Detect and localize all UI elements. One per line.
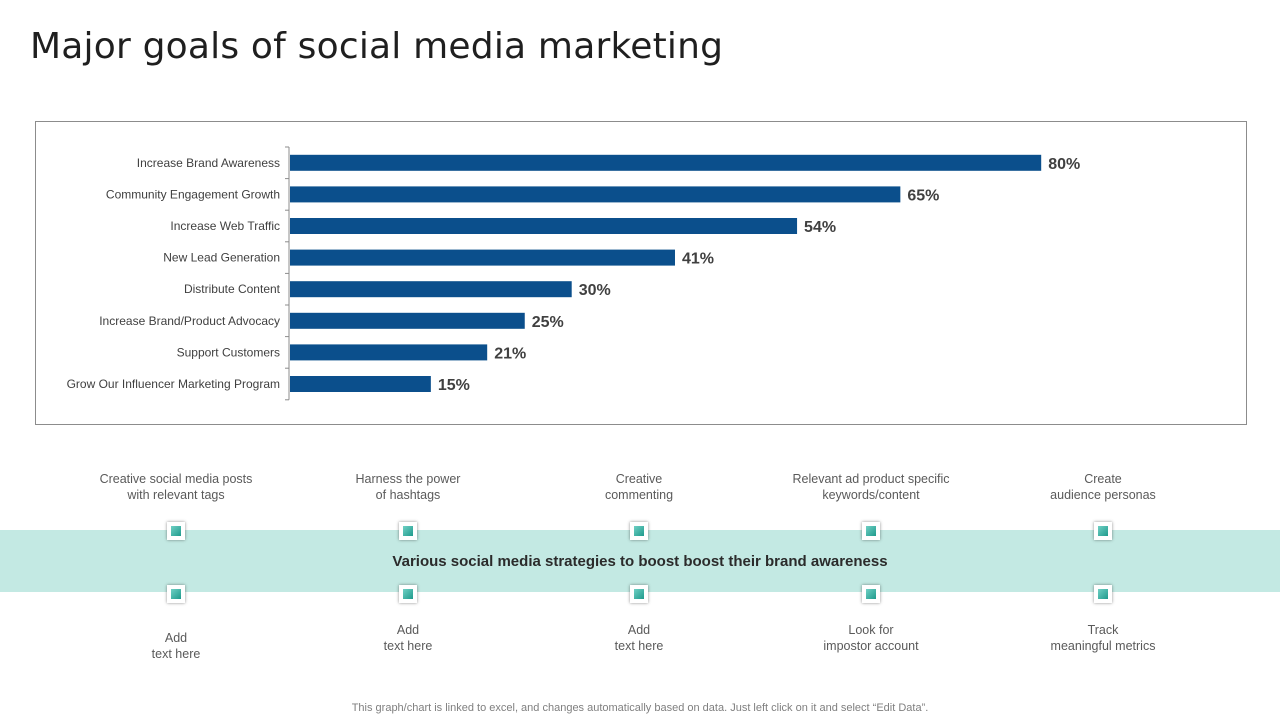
strategy-top-4: Relevant ad product specific keywords/co… xyxy=(792,472,950,502)
bar-value-label: 65% xyxy=(907,187,939,204)
strategy-band xyxy=(0,530,1280,592)
bar-value-label: 80% xyxy=(1048,156,1080,173)
marker-top-5 xyxy=(1094,522,1112,540)
strategy-bottom-4: Look for impostor account xyxy=(823,623,919,653)
strategy-top-1: Creative social media posts with relevan… xyxy=(99,472,253,502)
page-title: Major goals of social media marketing xyxy=(30,26,724,67)
marker-bottom-2 xyxy=(399,585,417,603)
category-label: Increase Brand Awareness xyxy=(137,156,280,170)
strategy-bottom-1: Add text here xyxy=(151,631,201,661)
bar-value-label: 21% xyxy=(494,345,526,362)
marker-top-3 xyxy=(630,522,648,540)
bar-value-label: 30% xyxy=(579,282,611,299)
bar xyxy=(290,154,1042,171)
category-label: Community Engagement Growth xyxy=(106,187,280,201)
bar-value-label: 54% xyxy=(804,219,836,236)
category-label: Grow Our Influencer Marketing Program xyxy=(67,377,280,391)
bar-value-label: 41% xyxy=(682,251,714,268)
marker-bottom-3 xyxy=(630,585,648,603)
marker-bottom-5 xyxy=(1094,585,1112,603)
strategy-top-2: Harness the power of hashtags xyxy=(355,472,461,502)
category-label: Support Customers xyxy=(177,345,280,359)
bar xyxy=(290,344,488,361)
category-label: Increase Brand/Product Advocacy xyxy=(99,314,280,328)
marker-bottom-1 xyxy=(167,585,185,603)
strategy-bottom-2: Add text here xyxy=(383,623,433,653)
bar xyxy=(290,312,525,329)
strategy-top-5: Create audience personas xyxy=(1050,472,1156,502)
strategy-top-3: Creative commenting xyxy=(604,472,674,502)
marker-top-2 xyxy=(399,522,417,540)
bar xyxy=(290,249,675,266)
strategy-bottom-5: Track meaningful metrics xyxy=(1050,623,1156,653)
category-label: Increase Web Traffic xyxy=(170,219,280,233)
strategy-band-text: Various social media strategies to boost… xyxy=(392,553,888,570)
marker-bottom-4 xyxy=(862,585,880,603)
bar-value-label: 25% xyxy=(532,314,564,331)
bar-value-label: 15% xyxy=(438,377,470,394)
bar xyxy=(290,186,901,203)
marker-top-4 xyxy=(862,522,880,540)
strategy-bottom-3: Add text here xyxy=(614,623,664,653)
bar xyxy=(290,218,798,234)
category-label: Distribute Content xyxy=(184,282,281,296)
chart-frame[interactable]: Increase Brand Awareness 80% Community Eng… xyxy=(35,121,1247,425)
bar xyxy=(290,281,572,298)
bar xyxy=(290,376,431,392)
category-label: New Lead Generation xyxy=(163,251,280,265)
bar-chart: Increase Brand Awareness 80% Community Eng… xyxy=(67,146,1080,401)
marker-top-1 xyxy=(167,522,185,540)
footer-note: This graph/chart is linked to excel, and… xyxy=(351,702,929,714)
